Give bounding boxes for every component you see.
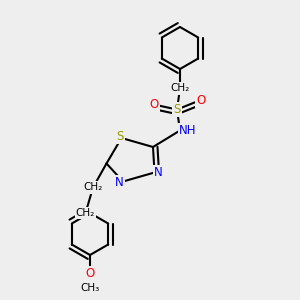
Text: N: N [115, 176, 124, 190]
Text: N: N [154, 166, 163, 179]
Text: CH₂: CH₂ [76, 208, 95, 218]
Text: O: O [150, 98, 159, 112]
Text: CH₂: CH₂ [83, 182, 103, 193]
Text: S: S [116, 130, 124, 143]
Text: S: S [173, 103, 181, 116]
Text: CH₃: CH₃ [80, 283, 100, 293]
Text: O: O [196, 94, 206, 107]
Text: O: O [85, 267, 94, 280]
Text: NH: NH [179, 124, 196, 137]
Text: CH₂: CH₂ [170, 83, 190, 94]
